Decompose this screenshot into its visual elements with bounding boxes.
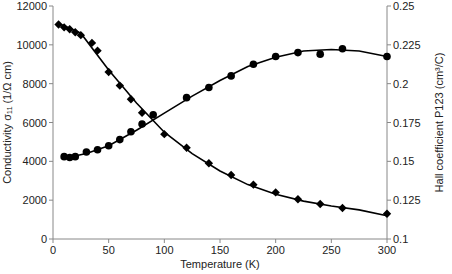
- fit-line: [64, 49, 387, 158]
- y2-tick: [387, 122, 391, 123]
- y-tick-label: 10000: [16, 39, 47, 51]
- data-point: [339, 45, 347, 53]
- y2-tick-label: 0.125: [393, 194, 421, 206]
- y2-tick: [387, 200, 391, 201]
- y2-tick: [387, 161, 391, 162]
- x-tick: [387, 239, 388, 243]
- y2-tick-label: 0.25: [393, 0, 414, 12]
- y-tick-label: 2000: [23, 194, 47, 206]
- y2-axis-title: Hall coefficient P123 (cm³/C): [433, 53, 445, 193]
- y-tick: [49, 6, 53, 7]
- x-axis-title: Temperature (K): [180, 258, 259, 270]
- y2-tick: [387, 239, 391, 240]
- y-tick: [49, 83, 53, 84]
- y-tick: [49, 200, 53, 201]
- x-tick: [108, 239, 109, 243]
- chart-svg: 0 50 100 150 200 250 300 0 2000 4000 6000 8000 10000…: [0, 0, 452, 274]
- chart-container: 0 50 100 150 200 250 300 0 2000 4000 6000 8000 10000…: [0, 0, 452, 274]
- y-tick-label: 0: [41, 233, 47, 245]
- y-tick: [49, 122, 53, 123]
- y2-tick: [387, 44, 391, 45]
- plot-marks: [54, 20, 391, 218]
- y2-tick-label: 0.2: [393, 78, 408, 90]
- y2-tick-label: 0.175: [393, 117, 421, 129]
- y-tick: [49, 44, 53, 45]
- y-tick-label: 12000: [16, 0, 47, 12]
- y2-tick: [387, 83, 391, 84]
- fit-line: [59, 23, 387, 215]
- x-tick: [53, 239, 54, 243]
- y-axis-title: Conductivity σ₁₁ (1/Ω cm): [1, 61, 13, 184]
- y-tick: [49, 161, 53, 162]
- y2-tick-label: 0.1: [393, 233, 408, 245]
- y-tick: [49, 239, 53, 240]
- x-tick-label: 300: [378, 244, 396, 256]
- y-tick-label: 8000: [23, 78, 47, 90]
- y-tick-label: 6000: [23, 117, 47, 129]
- y2-tick-label: 0.225: [393, 39, 421, 51]
- x-tick-label: 100: [155, 244, 173, 256]
- x-tick-label: 150: [211, 244, 229, 256]
- x-tick: [275, 239, 276, 243]
- data-point: [383, 210, 391, 218]
- x-tick-label: 250: [322, 244, 340, 256]
- x-tick-label: 50: [103, 244, 115, 256]
- x-tick: [220, 239, 221, 243]
- data-point: [149, 111, 157, 119]
- data-point: [316, 50, 324, 58]
- y2-tick: [387, 6, 391, 7]
- x-tick: [331, 239, 332, 243]
- x-tick-label: 200: [266, 244, 284, 256]
- y2-tick-label: 0.15: [393, 155, 414, 167]
- y-tick-label: 4000: [23, 155, 47, 167]
- x-tick-label: 0: [50, 244, 56, 256]
- x-tick: [164, 239, 165, 243]
